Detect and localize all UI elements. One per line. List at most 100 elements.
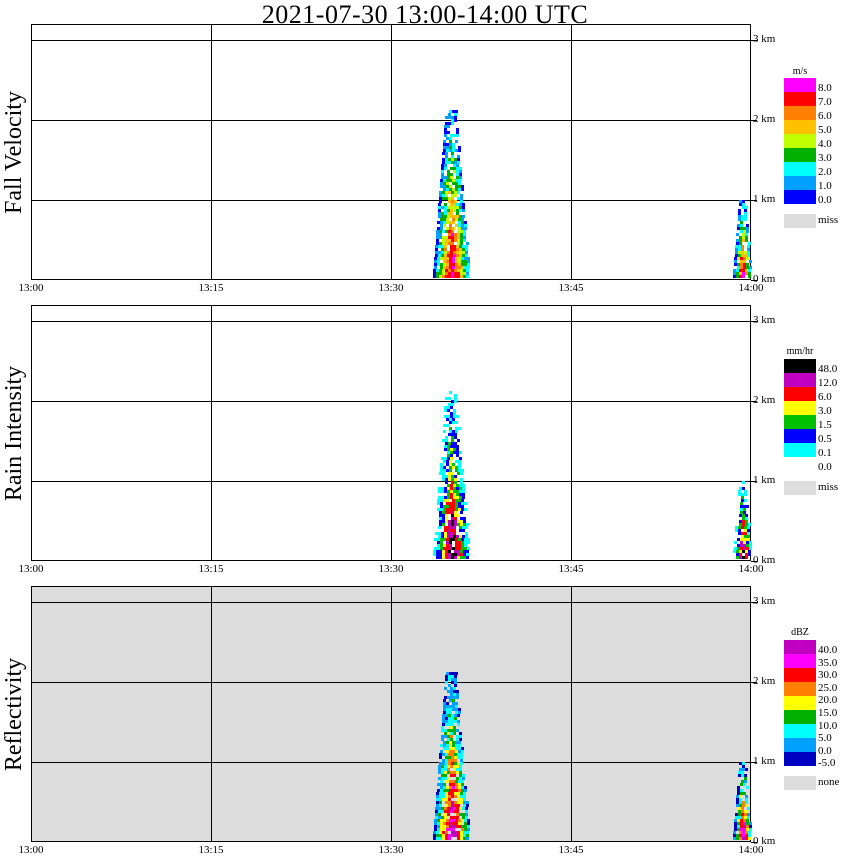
- heatmap-cell: [439, 233, 442, 236]
- heatmap-cell: [456, 777, 459, 780]
- heatmap-cell: [446, 708, 449, 711]
- heatmap-cell: [467, 257, 470, 260]
- y-tick-label: 0 km: [753, 273, 776, 285]
- heatmap-cell: [455, 705, 458, 708]
- heatmap-cell: [461, 505, 464, 508]
- heatmap-cell: [739, 487, 742, 490]
- heatmap-cell: [441, 532, 444, 535]
- legend-swatch: [784, 106, 816, 120]
- heatmap-cell: [448, 161, 451, 164]
- heatmap-cell: [451, 397, 454, 400]
- legend-swatch: [784, 415, 816, 429]
- heatmap-cell: [450, 765, 453, 768]
- heatmap-cell: [444, 768, 447, 771]
- heatmap-cell: [452, 741, 455, 744]
- heatmap-cell: [437, 825, 440, 828]
- heatmap-cell: [458, 188, 461, 191]
- heatmap-cell: [742, 523, 745, 526]
- heatmap-cell: [451, 233, 454, 236]
- heatmap-cell: [445, 475, 448, 478]
- heatmap-cell: [464, 224, 467, 227]
- legend-label: 10.0: [818, 720, 838, 732]
- heatmap-cell: [736, 801, 739, 804]
- heatmap-cell: [457, 792, 460, 795]
- y-tick-label: 3 km: [753, 33, 776, 45]
- heatmap-cell: [447, 732, 450, 735]
- heatmap-cell: [456, 496, 459, 499]
- heatmap-cell: [454, 523, 457, 526]
- heatmap-cell: [454, 116, 457, 119]
- heatmap-cell: [440, 224, 443, 227]
- heatmap-cell: [738, 774, 741, 777]
- legend-label: 48.0: [818, 363, 838, 375]
- heatmap-cell: [445, 397, 448, 400]
- x-tick-label: 13:45: [558, 563, 584, 575]
- heatmap-cell: [441, 738, 444, 741]
- heatmap-cell: [455, 819, 458, 822]
- heatmap-cell: [450, 726, 453, 729]
- heatmap-cell: [742, 233, 745, 236]
- heatmap-cell: [742, 831, 745, 834]
- heatmap-cell: [459, 765, 462, 768]
- heatmap-cell: [744, 780, 747, 783]
- heatmap-cell: [440, 227, 443, 230]
- heatmap-cell: [742, 487, 745, 490]
- heatmap-cell: [436, 514, 439, 517]
- heatmap-cell: [746, 508, 749, 511]
- heatmap-cell: [456, 735, 459, 738]
- heatmap-cell: [735, 245, 738, 248]
- heatmap-cell: [433, 834, 436, 837]
- heatmap-cell: [462, 487, 465, 490]
- heatmap-cell: [737, 257, 740, 260]
- x-tick-label: 14:00: [738, 844, 764, 856]
- heatmap-cell: [455, 421, 458, 424]
- heatmap-cell: [734, 822, 737, 825]
- legend-label: 0.0: [818, 194, 832, 206]
- heatmap-cell: [453, 484, 456, 487]
- heatmap-cell: [447, 484, 450, 487]
- heatmap-cell: [441, 254, 444, 257]
- heatmap-cell: [450, 212, 453, 215]
- heatmap-cell: [449, 427, 452, 430]
- heatmap-cell: [434, 266, 437, 269]
- heatmap-cell: [461, 819, 464, 822]
- heatmap-cell: [465, 526, 468, 529]
- heatmap-cell: [449, 544, 452, 547]
- heatmap-cell: [454, 520, 457, 523]
- heatmap-cell: [436, 230, 439, 233]
- heatmap-cell: [466, 804, 469, 807]
- hgrid-line: [31, 120, 751, 121]
- heatmap-cell: [456, 203, 459, 206]
- heatmap-cell: [458, 460, 461, 463]
- heatmap-cell: [437, 263, 440, 266]
- heatmap-cell: [459, 496, 462, 499]
- heatmap-cell: [460, 762, 463, 765]
- heatmap-cell: [444, 529, 447, 532]
- heatmap-cell: [453, 203, 456, 206]
- heatmap-cell: [737, 825, 740, 828]
- heatmap-cell: [739, 200, 742, 203]
- heatmap-cell: [459, 176, 462, 179]
- heatmap-cell: [461, 541, 464, 544]
- heatmap-cell: [453, 774, 456, 777]
- heatmap-cell: [435, 529, 438, 532]
- heatmap-cell: [446, 786, 449, 789]
- heatmap-cell: [454, 678, 457, 681]
- heatmap-cell: [467, 828, 470, 831]
- heatmap-cell: [741, 493, 744, 496]
- heatmap-cell: [439, 194, 442, 197]
- heatmap-cell: [457, 275, 460, 278]
- heatmap-cell: [454, 681, 457, 684]
- heatmap-cell: [441, 173, 444, 176]
- heatmap-cell: [459, 487, 462, 490]
- heatmap-cell: [453, 209, 456, 212]
- heatmap-cell: [442, 511, 445, 514]
- heatmap-cell: [456, 535, 459, 538]
- heatmap-cell: [444, 206, 447, 209]
- heatmap-cell: [442, 478, 445, 481]
- heatmap-cell: [745, 523, 748, 526]
- heatmap-cell: [452, 699, 455, 702]
- heatmap-cell: [449, 708, 452, 711]
- heatmap-cell: [437, 541, 440, 544]
- heatmap-cell: [737, 789, 740, 792]
